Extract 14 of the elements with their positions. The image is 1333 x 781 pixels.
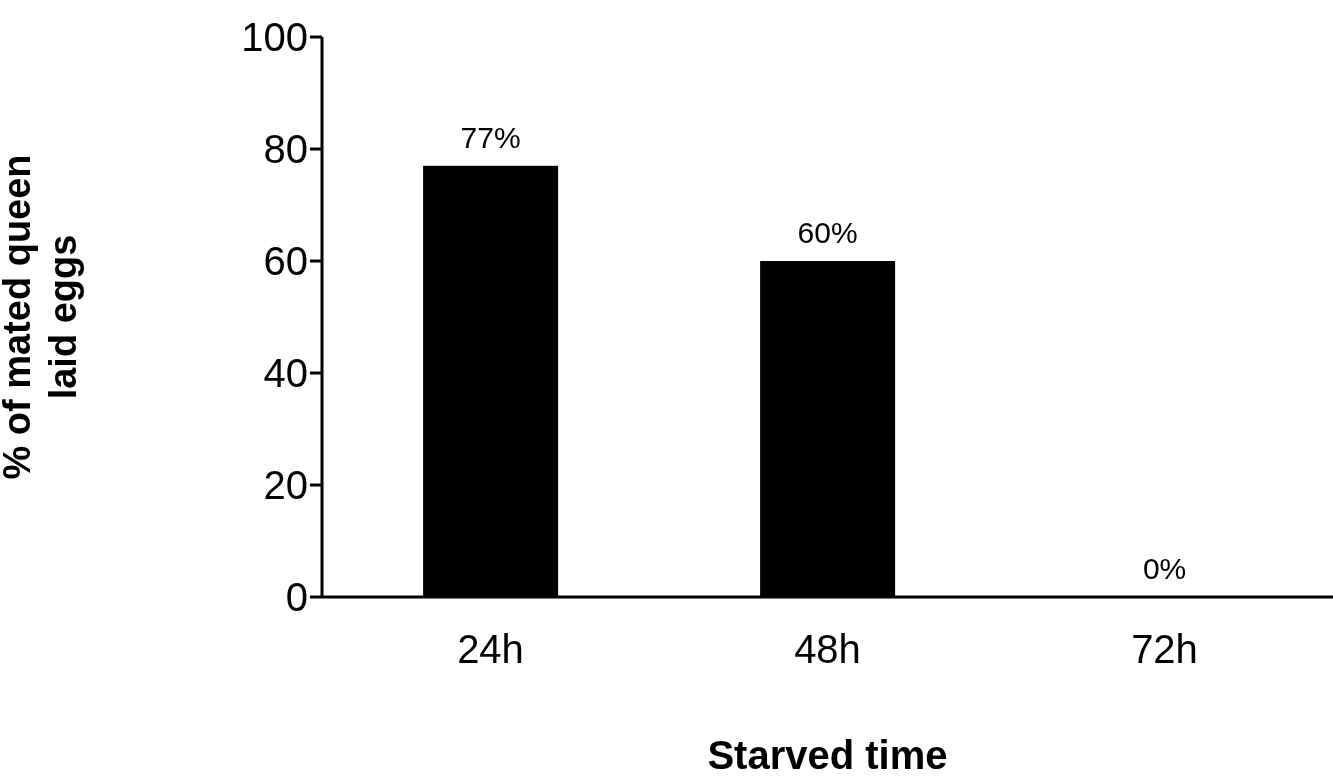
y-tick-label: 20 bbox=[263, 463, 308, 508]
x-tick-label: 48h bbox=[794, 627, 861, 672]
y-tick-label: 80 bbox=[263, 127, 308, 172]
x-axis-title: Starved time bbox=[707, 733, 948, 777]
x-tick-label: 24h bbox=[457, 627, 524, 672]
y-tick-label: 40 bbox=[263, 351, 308, 396]
y-tick-label: 0 bbox=[285, 575, 308, 620]
data-label: 60% bbox=[797, 216, 858, 249]
y-tick-label: 60 bbox=[263, 239, 308, 284]
data-label: 0% bbox=[1142, 552, 1187, 585]
data-label: 77% bbox=[460, 120, 521, 154]
x-tick-label: 72h bbox=[1131, 627, 1198, 672]
y-axis-title: % of mated queen laid eggs bbox=[0, 154, 84, 480]
y-tick-label: 100 bbox=[241, 15, 308, 60]
